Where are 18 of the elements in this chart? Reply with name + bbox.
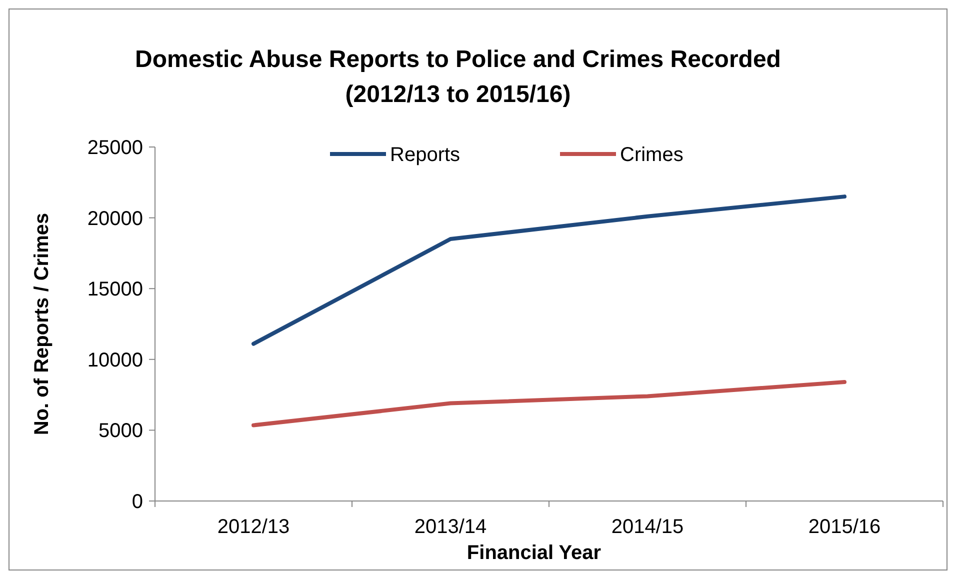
legend-label: Reports — [390, 144, 460, 166]
y-tick-label: 15000 — [87, 278, 143, 301]
chart-subtitle: (2012/13 to 2015/16) — [345, 81, 571, 108]
x-axis-title: Financial Year — [466, 542, 602, 564]
x-tick-label: 2015/16 — [808, 516, 881, 538]
y-axis-title: No. of Reports / Crimes — [31, 212, 53, 436]
x-tick-label: 2013/14 — [414, 516, 487, 538]
chart-title: Domestic Abuse Reports to Police and Crimes Recorded — [135, 46, 781, 73]
y-tick-label: 20000 — [87, 208, 143, 230]
x-tick-label: 2014/15 — [611, 516, 684, 538]
y-tick-label: 25000 — [87, 137, 143, 159]
y-tick-label: 0 — [132, 491, 143, 513]
line-series — [252, 380, 846, 428]
y-tick-label: 5000 — [98, 420, 143, 442]
x-tick-label: 2012/13 — [217, 516, 290, 538]
line-series — [252, 194, 846, 346]
legend-label: Crimes — [620, 144, 684, 166]
y-tick-label: 10000 — [87, 349, 143, 372]
